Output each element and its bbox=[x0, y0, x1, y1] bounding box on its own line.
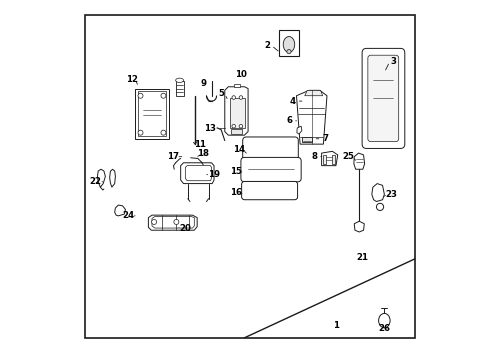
Polygon shape bbox=[296, 90, 326, 144]
Ellipse shape bbox=[161, 130, 165, 135]
Text: 4: 4 bbox=[289, 96, 295, 105]
Bar bbox=[175, 81, 183, 96]
Text: 2: 2 bbox=[264, 41, 270, 50]
Polygon shape bbox=[180, 163, 214, 184]
Bar bbox=[135, 89, 169, 139]
Text: 1: 1 bbox=[332, 321, 338, 330]
FancyBboxPatch shape bbox=[241, 181, 297, 200]
Text: 19: 19 bbox=[207, 170, 220, 179]
Polygon shape bbox=[304, 90, 322, 96]
Ellipse shape bbox=[175, 78, 183, 82]
Text: 8: 8 bbox=[311, 152, 317, 161]
Text: 24: 24 bbox=[122, 211, 134, 220]
FancyBboxPatch shape bbox=[367, 55, 398, 141]
Bar bbox=[230, 98, 244, 128]
Text: 26: 26 bbox=[378, 324, 389, 333]
Text: 25: 25 bbox=[342, 152, 354, 161]
Ellipse shape bbox=[378, 314, 389, 328]
Text: 9: 9 bbox=[200, 79, 206, 88]
Polygon shape bbox=[353, 221, 364, 232]
Ellipse shape bbox=[231, 125, 235, 128]
Text: 22: 22 bbox=[89, 177, 102, 186]
Ellipse shape bbox=[231, 96, 235, 99]
Bar bbox=[301, 137, 311, 142]
Polygon shape bbox=[152, 217, 194, 228]
Polygon shape bbox=[185, 166, 211, 181]
Polygon shape bbox=[296, 126, 301, 134]
Text: 3: 3 bbox=[389, 57, 395, 66]
Text: 13: 13 bbox=[204, 123, 216, 132]
Polygon shape bbox=[148, 215, 197, 230]
Text: 11: 11 bbox=[193, 140, 205, 149]
Text: 15: 15 bbox=[229, 167, 241, 176]
Text: 10: 10 bbox=[235, 70, 246, 79]
Text: 5: 5 bbox=[218, 89, 224, 98]
Polygon shape bbox=[109, 169, 115, 187]
Polygon shape bbox=[224, 87, 247, 135]
Ellipse shape bbox=[138, 93, 142, 98]
Text: 23: 23 bbox=[385, 190, 397, 199]
FancyBboxPatch shape bbox=[242, 137, 298, 160]
Text: 6: 6 bbox=[286, 116, 292, 125]
Bar bbox=[278, 31, 299, 56]
Ellipse shape bbox=[161, 93, 165, 98]
Text: 20: 20 bbox=[179, 224, 191, 233]
Ellipse shape bbox=[174, 220, 179, 225]
Text: 12: 12 bbox=[125, 75, 137, 84]
Polygon shape bbox=[97, 169, 105, 187]
Polygon shape bbox=[371, 184, 384, 202]
Polygon shape bbox=[353, 153, 364, 169]
Bar bbox=[85, 15, 414, 338]
Text: 16: 16 bbox=[229, 188, 241, 197]
Ellipse shape bbox=[286, 49, 290, 54]
Polygon shape bbox=[321, 151, 337, 166]
Ellipse shape bbox=[151, 220, 156, 225]
Text: 17: 17 bbox=[166, 152, 179, 161]
Ellipse shape bbox=[239, 125, 242, 128]
Text: 7: 7 bbox=[322, 134, 327, 143]
Bar bbox=[332, 155, 335, 164]
Bar bbox=[233, 84, 240, 87]
Bar bbox=[231, 129, 242, 134]
Bar bbox=[138, 91, 165, 136]
FancyBboxPatch shape bbox=[241, 157, 301, 182]
Bar bbox=[322, 155, 325, 164]
Ellipse shape bbox=[376, 203, 383, 211]
Text: 14: 14 bbox=[233, 145, 244, 154]
FancyBboxPatch shape bbox=[362, 48, 404, 148]
Text: 21: 21 bbox=[356, 253, 368, 262]
Text: 18: 18 bbox=[197, 149, 209, 158]
Ellipse shape bbox=[283, 37, 294, 52]
Ellipse shape bbox=[138, 130, 142, 135]
Polygon shape bbox=[115, 205, 125, 216]
Ellipse shape bbox=[239, 96, 242, 99]
